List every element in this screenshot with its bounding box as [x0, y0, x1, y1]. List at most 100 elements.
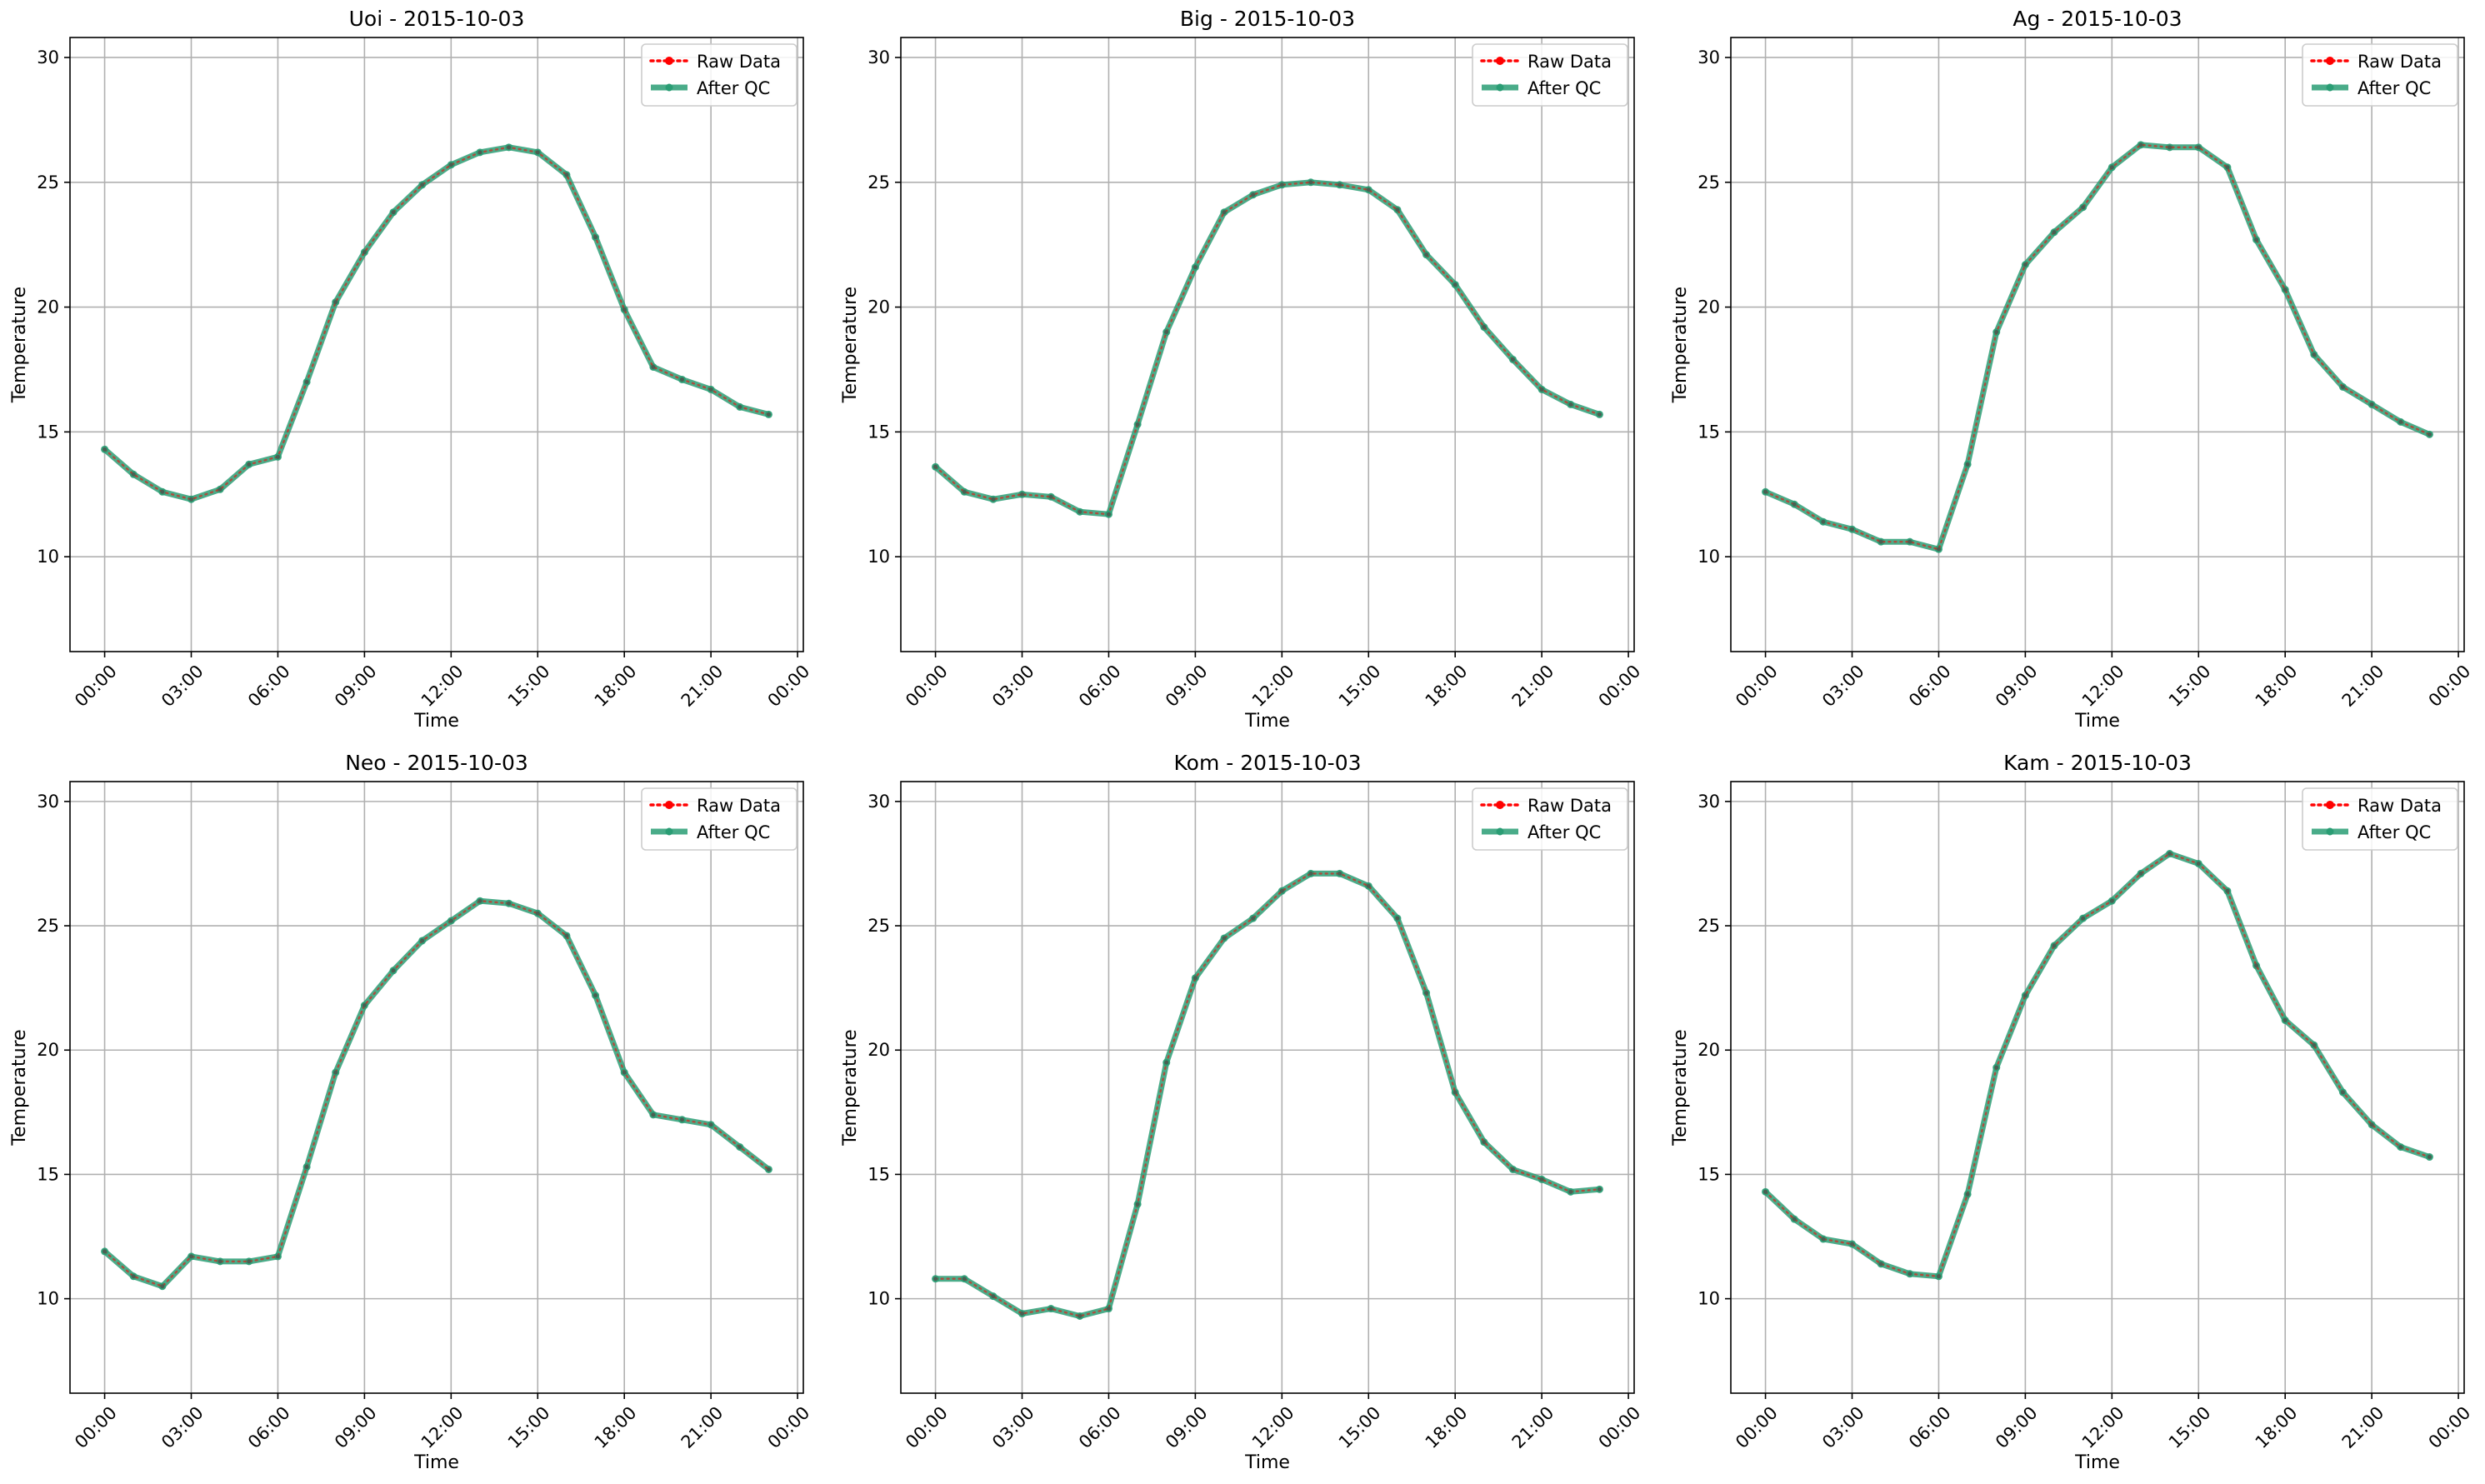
point-raw-data — [1135, 1202, 1140, 1207]
point-raw-data — [1279, 888, 1284, 893]
point-raw-data — [933, 1277, 938, 1282]
point-raw-data — [766, 1167, 771, 1172]
x-tick-label: 12:00 — [418, 661, 468, 711]
x-tick-label: 00:00 — [1595, 661, 1645, 711]
y-tick-label: 15 — [1698, 1164, 1720, 1184]
y-tick-label: 10 — [1698, 1289, 1720, 1309]
point-raw-data — [160, 489, 165, 494]
x-tick-label: 06:00 — [244, 661, 294, 711]
legend-marker-raw-data — [2326, 801, 2334, 809]
point-raw-data — [1597, 1187, 1602, 1192]
point-raw-data — [1763, 489, 1768, 494]
x-tick-label: 03:00 — [158, 1402, 208, 1452]
point-raw-data — [1936, 547, 1941, 552]
y-tick-label: 15 — [868, 422, 890, 442]
axes-frame — [1730, 37, 2465, 652]
x-axis-label: Time — [413, 1452, 459, 1473]
point-raw-data — [708, 387, 713, 392]
y-tick-label: 25 — [1698, 172, 1720, 192]
y-tick-label: 10 — [868, 1289, 890, 1309]
legend: Raw Data After QC — [1472, 787, 1628, 851]
point-raw-data — [2369, 1122, 2374, 1127]
series-line-raw-data — [1764, 852, 2431, 1278]
series-line-after-qc — [1762, 851, 2432, 1280]
point-raw-data — [2254, 237, 2259, 242]
legend-label: Raw Data — [2358, 52, 2442, 72]
point-raw-data — [1878, 1262, 1883, 1267]
x-tick-label: 00:00 — [902, 1402, 952, 1452]
point-raw-data — [1850, 527, 1855, 532]
y-tick-label: 10 — [37, 1289, 59, 1309]
point-raw-data — [2340, 384, 2345, 389]
point-raw-data — [1821, 519, 1826, 524]
point-raw-data — [218, 1259, 222, 1264]
x-tick-label: 00:00 — [71, 1402, 121, 1452]
legend-label: After QC — [1528, 822, 1601, 842]
x-tick-label: 03:00 — [158, 661, 208, 711]
point-raw-data — [679, 377, 684, 382]
point-raw-data — [275, 454, 280, 459]
point-raw-data — [766, 412, 771, 417]
point-raw-data — [1510, 1167, 1515, 1172]
point-raw-data — [131, 472, 136, 477]
point-raw-data — [1308, 180, 1313, 185]
legend-marker-raw-data — [2326, 57, 2334, 65]
point-raw-data — [1222, 936, 1227, 941]
point-raw-data — [1568, 402, 1573, 407]
y-tick-label: 30 — [1698, 47, 1720, 67]
point-raw-data — [102, 1249, 108, 1254]
legend-label: Raw Data — [697, 52, 781, 72]
point-raw-data — [1192, 976, 1198, 981]
point-raw-data — [1338, 182, 1342, 187]
x-tick-label: 18:00 — [1422, 1402, 1472, 1452]
legend: Raw Data After QC — [641, 43, 798, 107]
point-raw-data — [1965, 1192, 1970, 1197]
point-raw-data — [564, 172, 569, 177]
legend-marker-raw-data — [665, 57, 673, 65]
point-raw-data — [1908, 1272, 1912, 1277]
series-line-raw-data — [934, 872, 1601, 1317]
point-raw-data — [2109, 165, 2114, 170]
x-tick-label: 09:00 — [1162, 661, 1212, 711]
x-tick-label: 00:00 — [2425, 661, 2475, 711]
chart-title: Big - 2015-10-03 — [1180, 7, 1355, 31]
x-tick-label: 15:00 — [2165, 661, 2215, 711]
series-line-after-qc — [932, 179, 1602, 517]
point-raw-data — [1452, 1090, 1458, 1095]
legend-label: Raw Data — [1528, 796, 1612, 816]
chart-panel: 00:00 03:00 06:00 09:00 12:00 15:00 18:00 21:00… — [9, 751, 813, 1473]
point-raw-data — [622, 1070, 627, 1075]
point-raw-data — [247, 462, 252, 467]
point-raw-data — [2109, 898, 2114, 903]
x-tick-label: 15:00 — [2165, 1402, 2215, 1452]
point-raw-data — [333, 1070, 338, 1075]
x-tick-label: 15:00 — [1335, 661, 1385, 711]
point-raw-data — [1424, 991, 1429, 996]
x-tick-label: 00:00 — [1732, 1402, 1782, 1452]
y-tick-label: 20 — [1698, 297, 1720, 317]
x-tick-label: 09:00 — [1992, 1402, 2042, 1452]
y-axis-label: Temperature — [1670, 287, 1691, 403]
legend-label: After QC — [2358, 78, 2431, 98]
y-tick-label: 10 — [37, 547, 59, 567]
point-raw-data — [1308, 871, 1313, 876]
y-tick-label: 30 — [868, 792, 890, 812]
point-raw-data — [1366, 187, 1371, 192]
chart-panel: 00:00 03:00 06:00 09:00 12:00 15:00 18:00 21:00… — [9, 7, 813, 732]
y-tick-label: 20 — [1698, 1040, 1720, 1060]
point-raw-data — [2168, 145, 2172, 150]
point-raw-data — [2196, 861, 2201, 866]
y-tick-label: 10 — [1698, 547, 1720, 567]
point-raw-data — [304, 379, 309, 384]
point-raw-data — [651, 1112, 656, 1117]
point-raw-data — [1078, 509, 1082, 514]
x-tick-label: 18:00 — [2252, 661, 2302, 711]
point-raw-data — [1222, 210, 1227, 215]
x-tick-label: 06:00 — [244, 1402, 294, 1452]
legend-label: After QC — [1528, 78, 1601, 98]
y-tick-label: 20 — [868, 1040, 890, 1060]
x-tick-label: 18:00 — [2252, 1402, 2302, 1452]
axes-frame — [900, 37, 1635, 652]
point-raw-data — [1192, 265, 1198, 270]
